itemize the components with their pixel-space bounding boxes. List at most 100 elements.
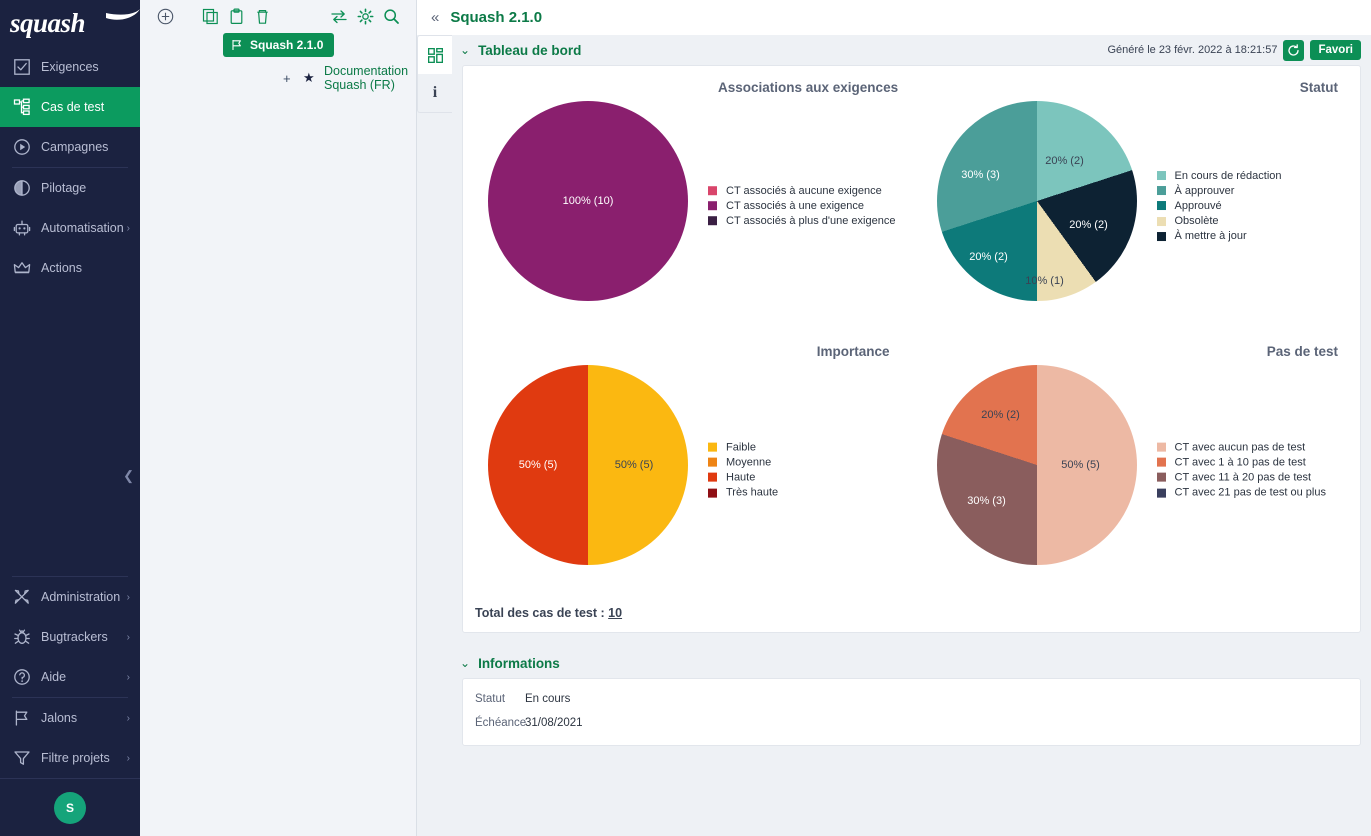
generated-timestamp: Généré le 23 févr. 2022 à 18:21:57 [1107, 44, 1278, 56]
question-circle-icon [14, 669, 30, 685]
legend-item[interactable]: Très haute [708, 485, 778, 500]
tree-node-label: Documentation Squash (FR) [324, 64, 409, 92]
legend-item[interactable]: Haute [708, 470, 778, 485]
total-label: Total des cas de test : [475, 606, 605, 620]
legend-label: Très haute [726, 486, 779, 499]
legend-item[interactable]: CT associés à plus d'une exigence [708, 214, 895, 229]
legend-item[interactable]: Moyenne [708, 455, 778, 470]
legend-item[interactable]: CT associés à aucune exigence [708, 183, 895, 198]
tab-dashboard[interactable] [417, 35, 452, 74]
transfer-icon[interactable] [326, 3, 352, 29]
chevron-right-icon: › [126, 752, 130, 764]
nav-separator [12, 697, 128, 698]
chart-title: Statut [1299, 80, 1338, 95]
tools-cross-icon [12, 587, 32, 607]
panel-collapse-button[interactable]: « [431, 9, 440, 26]
legend-swatch [708, 473, 717, 483]
legend-swatch [1156, 488, 1166, 498]
sidebar: squash Exigences Cas de test Campagnes Pilo… [0, 0, 140, 836]
sidebar-collapse-button[interactable]: ❮ [123, 468, 134, 483]
sidebar-item-jalons[interactable]: Jalons › [0, 698, 140, 738]
sidebar-item-campagnes[interactable]: Campagnes [0, 127, 140, 167]
legend-swatch [1156, 457, 1166, 467]
legend-swatch [1156, 473, 1166, 483]
legend-item[interactable]: À mettre à jour [1156, 229, 1282, 244]
chart-importance: Importance 50% (5) 50% (5) Faible Moyenne Hau… [463, 338, 912, 602]
informations-collapse-caret[interactable]: ⌄ [460, 656, 471, 670]
gear-icon[interactable] [352, 3, 378, 29]
legend-item[interactable]: CT associés à une exigence [708, 198, 895, 213]
sidebar-item-pilotage[interactable]: Pilotage [0, 168, 140, 208]
trash-icon[interactable] [249, 3, 275, 29]
legend-item[interactable]: Approuvé [1156, 198, 1282, 213]
plus-circle-icon[interactable] [152, 3, 178, 29]
pie-slice-label: 10% (1) [1025, 275, 1064, 287]
favori-button[interactable]: Favori [1310, 40, 1361, 60]
project-badge[interactable]: Squash 2.1.0 [223, 33, 335, 57]
chevron-right-icon: › [126, 671, 130, 683]
legend-item[interactable]: Obsolète [1156, 214, 1282, 229]
tree-node-documentation[interactable]: + ★ Documentation Squash (FR) [140, 57, 416, 92]
avatar[interactable]: S [54, 791, 86, 824]
chart-legend: Faible Moyenne Haute Très haute [708, 440, 778, 501]
total-value[interactable]: 10 [608, 606, 623, 620]
legend-swatch [1156, 442, 1166, 452]
sidebar-spacer: ❮ [0, 288, 140, 576]
paste-icon[interactable] [223, 3, 249, 29]
legend-label: À approuver [1174, 184, 1235, 197]
sidebar-item-label: Pilotage [41, 181, 87, 195]
chart-legend: CT avec aucun pas de test CT avec 1 à 10 … [1156, 440, 1326, 501]
bug-icon [12, 627, 32, 647]
dashboard-collapse-caret[interactable]: ⌄ [460, 43, 471, 57]
copy-icon[interactable] [197, 3, 223, 29]
bug-icon [14, 629, 30, 644]
pie-chart[interactable]: 50% (5) 50% (5) [488, 365, 688, 565]
legend-item[interactable]: CT avec 21 pas de test ou plus [1156, 485, 1326, 500]
legend-item[interactable]: CT avec 11 à 20 pas de test [1156, 470, 1326, 485]
chevron-right-icon: › [126, 222, 130, 234]
legend-label: À mettre à jour [1174, 230, 1247, 243]
legend-label: CT avec 1 à 10 pas de test [1174, 456, 1306, 469]
pie-slice-label: 20% (2) [1045, 155, 1084, 167]
refresh-icon[interactable] [1283, 39, 1305, 61]
app-logo[interactable]: squash [0, 0, 140, 47]
nav-separator [12, 576, 128, 577]
legend-item[interactable]: À approuver [1156, 183, 1282, 198]
dashboard-header-actions: Généré le 23 févr. 2022 à 18:21:57 Favor… [1107, 39, 1371, 61]
sidebar-item-administration[interactable]: Administration › [0, 577, 140, 617]
legend-item[interactable]: Faible [708, 440, 778, 455]
legend-item[interactable]: CT avec aucun pas de test [1156, 440, 1326, 455]
sidebar-item-filtre-projets[interactable]: Filtre projets › [0, 738, 140, 778]
tab-rail: i [417, 35, 452, 836]
pie-slice-label: 30% (3) [967, 495, 1006, 507]
pie-chart[interactable]: 20% (2) 20% (2) 10% (1) 20% (2) 30% (3) [936, 101, 1137, 301]
sidebar-item-exigences[interactable]: Exigences [0, 47, 140, 87]
star-icon[interactable]: ★ [303, 70, 315, 85]
tab-information[interactable]: i [417, 74, 452, 113]
sidebar-item-actions[interactable]: Actions [0, 248, 140, 288]
legend-item[interactable]: CT avec 1 à 10 pas de test [1156, 455, 1326, 470]
chart-title: Pas de test [1266, 344, 1338, 359]
sidebar-item-label: Automatisation [41, 221, 124, 235]
sidebar-item-bugtrackers[interactable]: Bugtrackers › [0, 617, 140, 657]
info-row: Statut En cours [463, 687, 1360, 711]
pie-slice-label: 50% (5) [518, 459, 558, 471]
legend-item[interactable]: En cours de rédaction [1156, 168, 1282, 183]
tree-expand-toggle[interactable]: + [283, 70, 291, 86]
total-test-cases: Total des cas de test : 10 [463, 602, 1360, 632]
sidebar-item-aide[interactable]: Aide › [0, 657, 140, 697]
legend-swatch [708, 216, 717, 226]
pie-wrapper: 50% (5) 50% (5) [488, 365, 688, 565]
sidebar-item-cas-de-test[interactable]: Cas de test [0, 87, 140, 127]
pie-chart[interactable]: 100% (10) [488, 101, 688, 301]
flag-icon [232, 40, 241, 50]
sidebar-item-automatisation[interactable]: Automatisation › [0, 208, 140, 248]
search-icon[interactable] [378, 3, 404, 29]
pie-wrapper: 20% (2) 20% (2) 10% (1) 20% (2) 30% (3) [936, 101, 1137, 301]
sidebar-item-label: Campagnes [41, 140, 109, 154]
legend-swatch [708, 457, 717, 467]
pie-chart[interactable]: 50% (5) 30% (3) 20% (2) [936, 365, 1137, 565]
sidebar-item-label: Exigences [41, 60, 99, 74]
project-badge-label: Squash 2.1.0 [250, 38, 324, 52]
play-circle-icon [12, 137, 32, 157]
